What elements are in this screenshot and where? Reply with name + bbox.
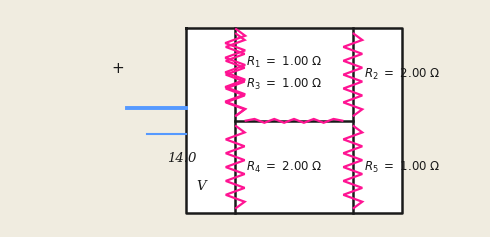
Text: V: V: [196, 180, 206, 193]
Text: $R_2\ =\ 2.00\ \Omega$: $R_2\ =\ 2.00\ \Omega$: [364, 67, 440, 82]
Text: +: +: [111, 61, 124, 76]
Text: $R_5\ =\ 1.00\ \Omega$: $R_5\ =\ 1.00\ \Omega$: [364, 160, 440, 175]
Text: $R_4\ =\ 2.00\ \Omega$: $R_4\ =\ 2.00\ \Omega$: [246, 160, 322, 175]
Text: $R_1\ =\ 1.00\ \Omega$: $R_1\ =\ 1.00\ \Omega$: [246, 55, 322, 70]
Text: $R_3\ =\ 1.00\ \Omega$: $R_3\ =\ 1.00\ \Omega$: [246, 77, 322, 92]
Text: 14.0: 14.0: [167, 152, 196, 165]
Bar: [186, 28, 402, 213]
